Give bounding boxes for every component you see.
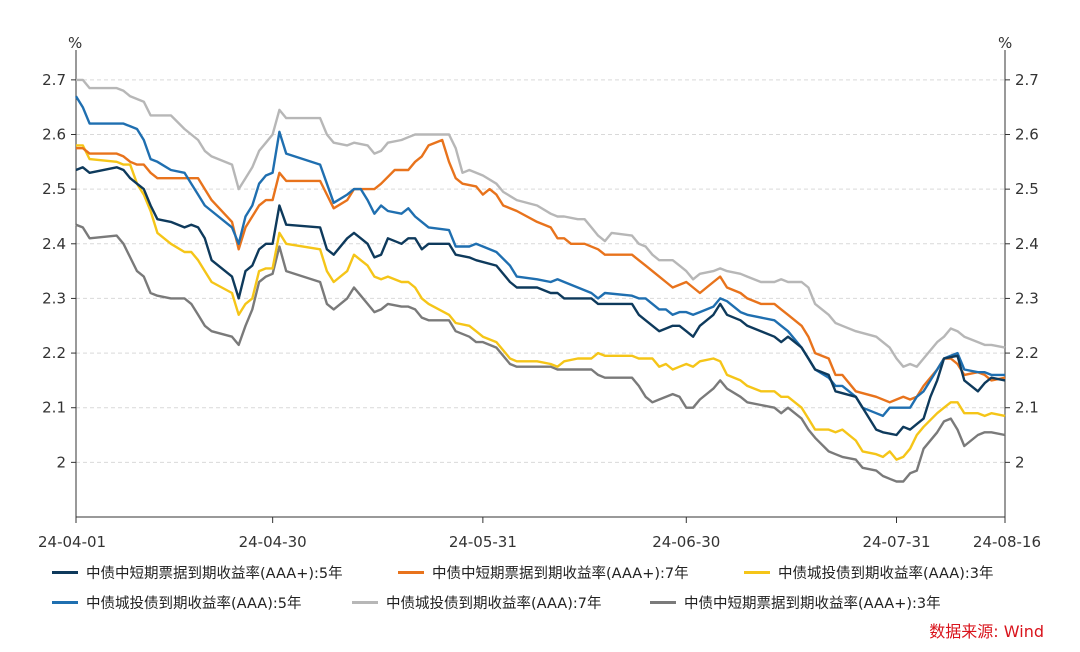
series-lines	[74, 78, 1006, 483]
y-tick-label-left: 2.1	[42, 399, 66, 417]
line-chart: 2.72.62.52.42.32.22.12 2.72.62.52.42.32.…	[38, 34, 1041, 551]
series-line-5	[75, 223, 1006, 483]
source-note: 数据来源: Wind	[929, 622, 1044, 641]
y-tick-label-left: 2.2	[42, 344, 66, 362]
legend-swatch	[398, 571, 424, 574]
y-tick-label-right: 2.6	[1015, 126, 1039, 144]
y-tick-label-left: 2	[56, 453, 66, 471]
y-tick-label-left: 2.3	[42, 289, 66, 307]
legend-swatch	[744, 571, 770, 574]
legend-label: 中债中短期票据到期收益率(AAA+):5年	[86, 566, 343, 582]
legend-item-ms-aaaplus-7y: 中债中短期票据到期收益率(AAA+):7年	[398, 562, 689, 583]
legend-item-cti-aaa-3y: 中债城投债到期收益率(AAA):3年	[744, 562, 994, 583]
x-tick-label: 24-06-30	[652, 533, 720, 551]
legend-label: 中债中短期票据到期收益率(AAA+):3年	[684, 596, 941, 612]
y-tick-label-right: 2.5	[1015, 180, 1039, 198]
y-axis-right-ticks: 2.7 2.6 2.5 2.4 2.3 2.2 2.1 2	[1005, 71, 1039, 471]
y-tick-label-left: 2.6	[42, 126, 66, 144]
legend-item-cti-aaa-7y: 中债城投债到期收益率(AAA):7年	[352, 592, 602, 613]
x-tick-label: 24-04-01	[38, 533, 106, 551]
y-tick-label-right: 2.3	[1015, 289, 1039, 307]
legend-swatch	[650, 601, 676, 604]
x-tick-label: 24-07-31	[862, 533, 930, 551]
series-line-0	[75, 166, 1006, 437]
legend-item-cti-aaa-5y: 中债城投债到期收益率(AAA):5年	[52, 592, 302, 613]
gridlines	[76, 79, 1005, 463]
legend-item-ms-aaaplus-5y: 中债中短期票据到期收益率(AAA+):5年	[52, 562, 343, 583]
legend-label: 中债城投债到期收益率(AAA):3年	[778, 566, 994, 582]
legend-swatch	[52, 571, 78, 574]
right-axis-unit: %	[998, 34, 1012, 52]
y-tick-label-left: 2.4	[42, 235, 66, 253]
y-tick-label-right: 2.4	[1015, 235, 1039, 253]
legend-label: 中债城投债到期收益率(AAA):7年	[386, 596, 602, 612]
legend-swatch	[52, 601, 78, 604]
x-tick-label: 24-08-16	[973, 533, 1041, 551]
legend-item-ms-aaaplus-3y: 中债中短期票据到期收益率(AAA+):3年	[650, 592, 941, 613]
y-tick-label-right: 2	[1015, 453, 1025, 471]
y-tick-label-right: 2.7	[1015, 71, 1039, 89]
left-axis-unit: %	[68, 34, 82, 52]
axes	[75, 50, 1006, 518]
series-line-2	[76, 144, 1006, 461]
legend-swatch	[352, 601, 378, 604]
y-tick-label-left: 2.7	[42, 71, 66, 89]
series-line-1	[76, 138, 1006, 404]
y-axis-left-ticks: 2.7 2.6 2.5 2.4 2.3 2.2 2.1 2	[42, 71, 76, 471]
y-tick-label-left: 2.5	[42, 180, 66, 198]
x-axis-ticks: 24-04-01 24-04-30 24-05-31 24-06-30 24-07-31…	[38, 517, 1041, 551]
series-line-3	[74, 95, 1005, 418]
series-line-4	[76, 78, 1006, 368]
x-tick-label: 24-04-30	[239, 533, 307, 551]
y-tick-label-right: 2.2	[1015, 344, 1039, 362]
legend-label: 中债中短期票据到期收益率(AAA+):7年	[432, 566, 689, 582]
y-tick-label-right: 2.1	[1015, 399, 1039, 417]
x-tick-label: 24-05-31	[449, 533, 517, 551]
legend-label: 中债城投债到期收益率(AAA):5年	[86, 596, 302, 612]
